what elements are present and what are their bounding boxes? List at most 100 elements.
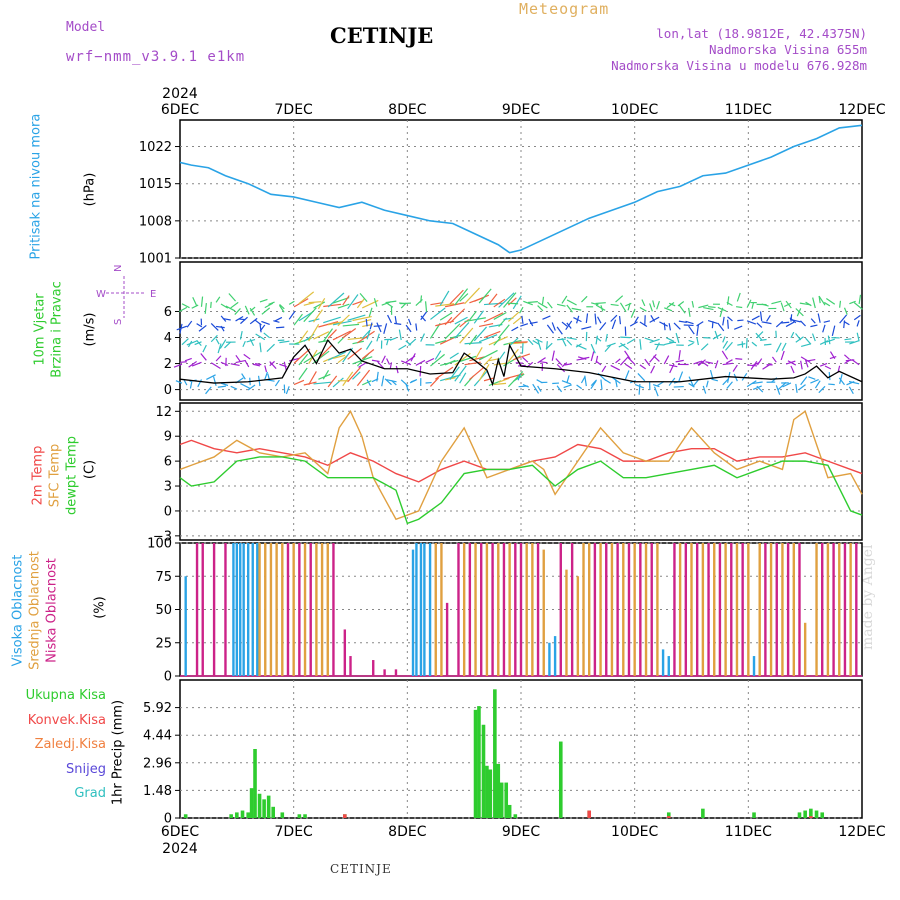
model-name: wrf−nmm_v3.9.1 e1km: [66, 49, 246, 65]
wind-arrow: [376, 333, 380, 342]
wind-arrow: [529, 321, 538, 325]
total-rain-bar: [803, 810, 807, 818]
wind-arrow: [722, 316, 725, 326]
wind-arrow: [843, 320, 850, 326]
compass-east: E: [150, 289, 156, 300]
wind-arrow: [652, 300, 656, 308]
wind-arrow: [819, 362, 828, 367]
wind-arrow: [217, 343, 222, 354]
wind-arrow: [507, 311, 520, 322]
wind-arrow: [561, 337, 567, 347]
wind-arrow: [581, 295, 588, 303]
wind-arrow: [823, 320, 831, 323]
wind-arrow: [212, 376, 217, 386]
wind-arrow: [483, 356, 493, 366]
wind-arrow: [566, 339, 573, 346]
wind-arrow: [359, 292, 368, 302]
compass-north: N: [113, 265, 124, 272]
wind-arrow: [313, 381, 332, 385]
wind-arrow: [759, 311, 763, 321]
y-tick-label: 9: [164, 430, 172, 445]
wind-arrow: [254, 362, 262, 366]
wind-arrow: [425, 357, 435, 364]
wind-arrow: [288, 300, 295, 305]
wind-arrow: [273, 320, 280, 323]
wind-arrow: [688, 325, 695, 335]
wind-arrow: [298, 311, 313, 322]
wind-arrow: [188, 360, 197, 368]
wind-arrow: [618, 316, 622, 325]
wind-arrow: [298, 353, 309, 366]
wind-arrow: [215, 355, 222, 362]
wind-arrow: [210, 323, 219, 331]
wind-arrow: [473, 326, 488, 342]
wind-arrow: [200, 296, 204, 307]
wind-arrow: [756, 322, 763, 328]
wind-arrow: [420, 333, 426, 342]
wind-arrow: [308, 318, 320, 323]
wind-arrow: [627, 302, 631, 311]
wind-arrow: [719, 307, 724, 318]
wind-arrow: [449, 308, 466, 324]
wind-arrow: [615, 295, 624, 303]
wind-arrow: [826, 338, 835, 343]
wind-arrow: [849, 340, 860, 345]
wind-arrow: [332, 354, 346, 360]
wind-arrow: [322, 328, 334, 342]
wind-arrow: [220, 325, 225, 332]
total-rain-bar: [249, 788, 254, 818]
wind-arrow: [811, 333, 816, 342]
wind-arrow: [498, 292, 515, 308]
wind-arrow: [215, 338, 220, 345]
wind-arrow: [368, 307, 373, 317]
wind-arrow: [386, 302, 394, 308]
wind-arrow: [652, 383, 660, 388]
wind-arrow: [537, 305, 544, 312]
total-rain-bar: [297, 814, 302, 818]
total-rain-bar: [814, 810, 819, 818]
top-day-label: 11DEC: [725, 102, 772, 118]
wind-arrow: [580, 376, 586, 384]
wind-arrow: [618, 343, 626, 348]
wind-arrow: [459, 355, 477, 363]
wind-arrow: [735, 306, 743, 309]
wind-arrow: [493, 311, 507, 320]
wind-arrow: [247, 384, 256, 391]
wind-arrow: [283, 361, 287, 371]
wind-arrow: [848, 386, 854, 395]
convective-rain-bar: [343, 814, 347, 818]
wind-arrow: [566, 304, 573, 313]
wind-arrow: [263, 332, 271, 339]
wind-arrow: [342, 295, 350, 306]
wind-arrow: [430, 307, 446, 320]
wind-arrow: [264, 371, 268, 380]
wind-arrow: [217, 385, 226, 388]
wind-arrow: [269, 360, 275, 367]
total-rain-bar: [496, 763, 501, 818]
wind-arrow: [327, 329, 337, 339]
wind-arrow: [637, 373, 646, 382]
wind-arrow: [498, 324, 510, 339]
wind-arrow: [687, 342, 694, 347]
wind-arrow: [365, 340, 373, 350]
total-rain-bar: [235, 812, 239, 818]
wind-arrow: [444, 359, 456, 366]
wind-arrow: [275, 326, 285, 329]
wind-arrow: [268, 301, 275, 306]
wind-arrow: [557, 338, 566, 341]
wind-arrow: [653, 355, 660, 362]
wind-arrow: [595, 302, 606, 305]
wind-arrow: [571, 307, 582, 311]
wind-arrow: [464, 342, 482, 345]
panel-frame-temperature: [179, 402, 863, 541]
total-rain-bar: [752, 812, 756, 818]
sfctemp-series-line: [179, 409, 863, 521]
total-rain-bar: [797, 812, 802, 818]
wind-arrow: [210, 334, 218, 343]
wind-arrow: [197, 379, 203, 388]
top-day-label: 7DEC: [275, 102, 314, 118]
wind-arrow: [420, 311, 428, 321]
wind-arrow: [323, 303, 342, 308]
wind-arrow: [239, 331, 243, 340]
wind-arrow: [551, 350, 555, 361]
